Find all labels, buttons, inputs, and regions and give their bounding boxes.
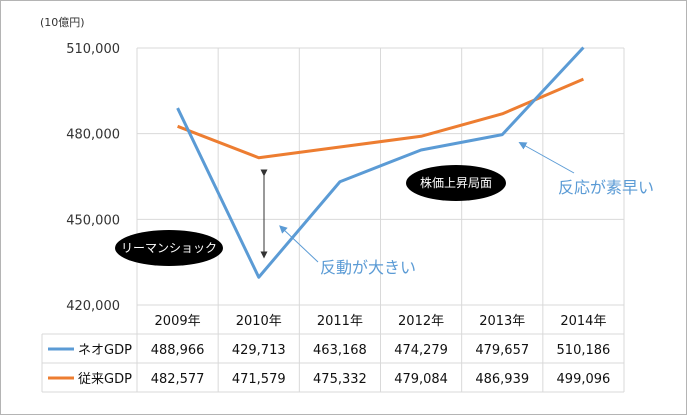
table-cell: 471,579 (232, 372, 286, 387)
x-tick-label: 2014年 (560, 314, 606, 329)
y-tick-label: 420,000 (66, 299, 120, 314)
series-line (176, 46, 585, 279)
table-cell: 475,332 (313, 372, 367, 387)
legend-label: 従来GDP (78, 372, 132, 387)
table-row: ネオGDP 488,966 429,713 463,168 474,279 479,657… (48, 343, 610, 358)
y-tick-label: 450,000 (66, 213, 120, 228)
table-cell: 463,168 (313, 343, 367, 358)
y-axis: 420,000 450,000 480,000 510,000 (66, 42, 120, 314)
annotation-lehman: リーマンショック (115, 230, 223, 266)
unit-label: (10億円) (40, 16, 85, 29)
table-cell: 482,577 (151, 372, 205, 387)
table-row: 従来GDP 482,577 471,579 475,332 479,084 486,939… (48, 372, 610, 387)
y-tick-label: 480,000 (66, 128, 120, 143)
series-line (177, 77, 585, 160)
annotation-stock-rise: 株価上昇局面 (406, 165, 506, 201)
table-cell: 488,966 (151, 343, 205, 358)
table-cell: 510,186 (557, 343, 611, 358)
table-cell: 474,279 (394, 343, 448, 358)
annotation-lehman-label: リーマンショック (121, 241, 217, 255)
fast-reaction-pointer (518, 142, 575, 174)
table-cell: 486,939 (475, 372, 529, 387)
big-reaction-pointer (279, 225, 319, 263)
y-tick-label: 510,000 (66, 42, 120, 57)
series-lines (176, 46, 585, 279)
x-tick-label: 2013年 (479, 314, 525, 329)
legend-label: ネオGDP (78, 343, 132, 358)
x-tick-label: 2010年 (236, 314, 282, 329)
annotation-stock-rise-label: 株価上昇局面 (420, 175, 492, 190)
table-cell: 429,713 (232, 343, 286, 358)
x-tick-label: 2012年 (398, 314, 444, 329)
annotation-fast-reaction: 反応が素早い (558, 178, 654, 197)
x-tick-label: 2009年 (155, 314, 201, 329)
table-cell: 479,084 (394, 372, 448, 387)
annotation-big-reaction: 反動が大きい (320, 258, 416, 277)
table-cell: 499,096 (557, 372, 611, 387)
table-cell: 479,657 (475, 343, 529, 358)
x-tick-label: 2011年 (317, 314, 363, 329)
